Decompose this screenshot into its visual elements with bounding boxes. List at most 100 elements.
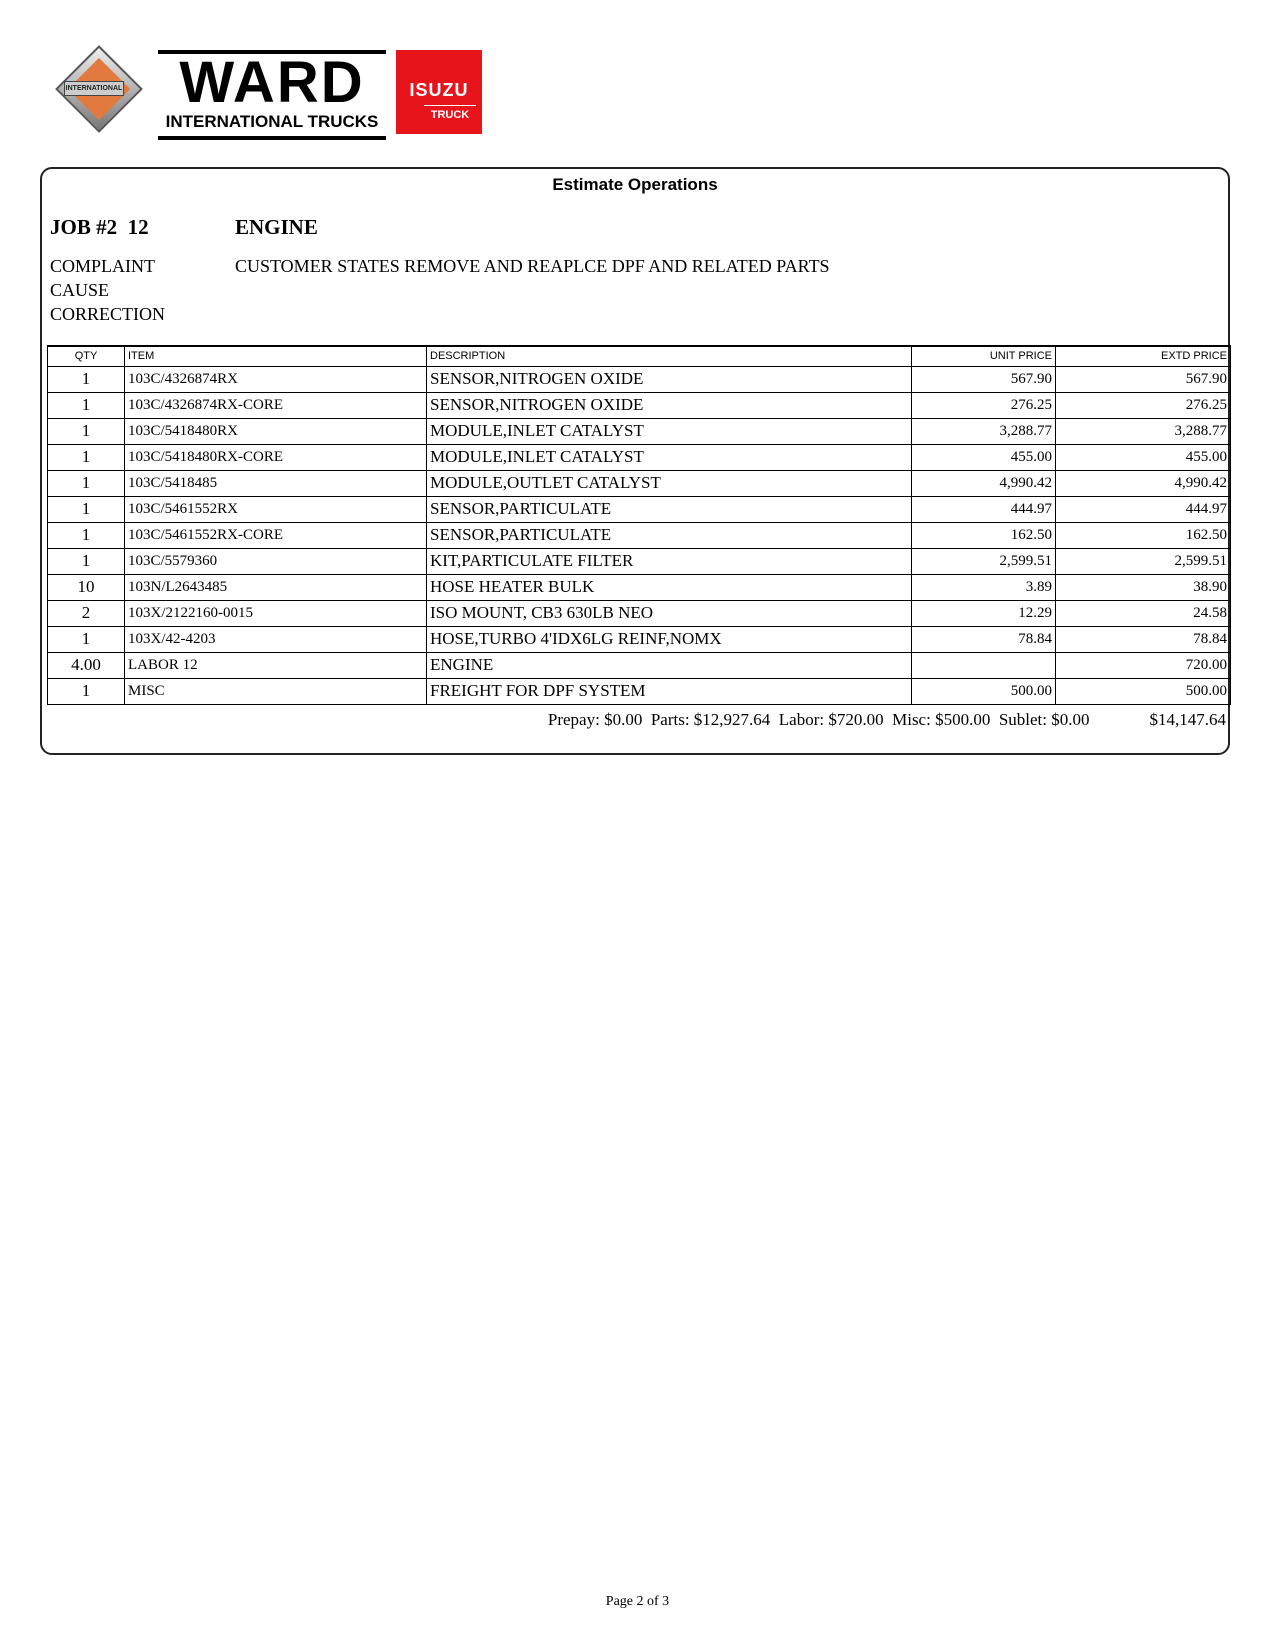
description-cell: MODULE,OUTLET CATALYST: [426, 469, 912, 497]
totals-summary: Prepay: $0.00 Parts: $12,927.64 Labor: $…: [547, 709, 1090, 729]
table-row: 10 103N/L2643485 HOSE HEATER BULK 3.89 38.90: [47, 573, 1231, 601]
description-cell: SENSOR,NITROGEN OXIDE: [426, 391, 912, 419]
qty-cell: 2: [47, 599, 125, 627]
table-row: 2 103X/2122160-0015 ISO MOUNT, CB3 630LB N…: [47, 599, 1231, 627]
international-label: INTERNATIONAL: [64, 81, 124, 96]
job-number: JOB #2 12: [50, 215, 149, 239]
extd-price-cell: 24.58: [1055, 599, 1231, 627]
qty-cell: 1: [47, 677, 125, 705]
col-unit-price: UNIT PRICE: [911, 345, 1056, 367]
description-cell: ENGINE: [426, 651, 912, 679]
qty-cell: 1: [47, 521, 125, 549]
item-cell: 103X/42-4203: [124, 625, 427, 653]
item-cell: 103C/4326874RX: [124, 365, 427, 393]
table-row: 1 103C/4326874RX-CORE SENSOR,NITROGEN OXID…: [47, 391, 1231, 419]
extd-price-cell: 276.25: [1055, 391, 1231, 419]
item-cell: 103C/5418480RX: [124, 417, 427, 445]
extd-price-cell: 567.90: [1055, 365, 1231, 393]
col-qty: QTY: [47, 345, 125, 367]
section-title: Estimate Operations: [552, 175, 718, 194]
table-row: 4.00 LABOR 12 ENGINE 720.00: [47, 651, 1231, 679]
unit-price-cell: 3,288.77: [911, 417, 1056, 445]
item-cell: 103C/4326874RX-CORE: [124, 391, 427, 419]
unit-price-cell: 455.00: [911, 443, 1056, 471]
table-row: 1 103C/5418480RX-CORE MODULE,INLET CATALYS…: [47, 443, 1231, 471]
unit-price-cell: 3.89: [911, 573, 1056, 601]
qty-cell: 1: [47, 417, 125, 445]
page-number: Page 2 of 3: [605, 1594, 670, 1609]
extd-price-cell: 78.84: [1055, 625, 1231, 653]
unit-price-cell: 12.29: [911, 599, 1056, 627]
ward-subtitle: INTERNATIONAL TRUCKS: [165, 112, 379, 131]
table-row: 1 103C/5418480RX MODULE,INLET CATALYST 3,28…: [47, 417, 1231, 445]
parts-section: QTY ITEM DESCRIPTION UNIT PRICE EXTD PRI…: [47, 345, 1231, 741]
totals-row: Prepay: $0.00 Parts: $12,927.64 Labor: $…: [47, 705, 1230, 741]
table-row: 1 103X/42-4203 HOSE,TURBO 4'IDX6LG REINF,N…: [47, 625, 1231, 653]
description-cell: SENSOR,PARTICULATE: [426, 495, 912, 523]
item-cell: 103C/5579360: [124, 547, 427, 575]
description-cell: SENSOR,PARTICULATE: [426, 521, 912, 549]
unit-price-cell: [911, 651, 1056, 679]
description-cell: MODULE,INLET CATALYST: [426, 443, 912, 471]
item-cell: 103C/5418480RX-CORE: [124, 443, 427, 471]
isuzu-text: ISUZU: [409, 80, 469, 100]
ward-text: WARD: [179, 50, 365, 115]
description-cell: HOSE,TURBO 4'IDX6LG REINF,NOMX: [426, 625, 912, 653]
job-name: ENGINE: [235, 215, 318, 239]
isuzu-truck-text: TRUCK: [424, 105, 476, 121]
table-row: 1 MISC FREIGHT FOR DPF SYSTEM 500.00 500.00: [47, 677, 1231, 705]
unit-price-cell: 567.90: [911, 365, 1056, 393]
cause-label: CAUSE: [50, 280, 110, 300]
extd-price-cell: 3,288.77: [1055, 417, 1231, 445]
table-header: QTY ITEM DESCRIPTION UNIT PRICE EXTD PRI…: [47, 345, 1231, 367]
description-cell: HOSE HEATER BULK: [426, 573, 912, 601]
item-cell: 103C/5418485: [124, 469, 427, 497]
extd-price-cell: 162.50: [1055, 521, 1231, 549]
qty-cell: 10: [47, 573, 125, 601]
extd-price-cell: 500.00: [1055, 677, 1231, 705]
complaint-label: COMPLAINT: [50, 256, 156, 276]
table-row: 1 103C/5579360 KIT,PARTICULATE FILTER 2,599…: [47, 547, 1231, 575]
table-row: 1 103C/5418485 MODULE,OUTLET CATALYST 4,990…: [47, 469, 1231, 497]
extd-price-cell: 4,990.42: [1055, 469, 1231, 497]
table-row: 1 103C/5461552RX-CORE SENSOR,PARTICULATE 16…: [47, 521, 1231, 549]
col-extd-price: EXTD PRICE: [1055, 345, 1231, 367]
isuzu-logo: ISUZU TRUCK: [396, 50, 482, 134]
extd-price-cell: 720.00: [1055, 651, 1231, 679]
col-item: ITEM: [124, 345, 427, 367]
unit-price-cell: 444.97: [911, 495, 1056, 523]
description-cell: MODULE,INLET CATALYST: [426, 417, 912, 445]
unit-price-cell: 2,599.51: [911, 547, 1056, 575]
extd-price-cell: 38.90: [1055, 573, 1231, 601]
table-row: 1 103C/4326874RX SENSOR,NITROGEN OXIDE 567.…: [47, 365, 1231, 393]
complaint-text: CUSTOMER STATES REMOVE AND REAPLCE DPF A…: [235, 256, 830, 276]
qty-cell: 1: [47, 443, 125, 471]
unit-price-cell: 4,990.42: [911, 469, 1056, 497]
dealer-logo: INTERNATIONAL WARD INTERNATIONAL TRUCKS …: [55, 45, 485, 140]
item-cell: LABOR 12: [124, 651, 427, 679]
estimate-operations-panel: Estimate Operations JOB #2 12 ENGINE COM…: [40, 167, 1231, 755]
item-cell: 103X/2122160-0015: [124, 599, 427, 627]
qty-cell: 1: [47, 391, 125, 419]
ward-logo: WARD INTERNATIONAL TRUCKS: [158, 50, 386, 140]
item-cell: 103N/L2643485: [124, 573, 427, 601]
correction-label: CORRECTION: [50, 304, 166, 324]
table-row: 1 103C/5461552RX SENSOR,PARTICULATE 444.97 4…: [47, 495, 1231, 523]
col-description: DESCRIPTION: [426, 345, 912, 367]
qty-cell: 1: [47, 547, 125, 575]
unit-price-cell: 162.50: [911, 521, 1056, 549]
qty-cell: 1: [47, 495, 125, 523]
description-cell: SENSOR,NITROGEN OXIDE: [426, 365, 912, 393]
extd-price-cell: 444.97: [1055, 495, 1231, 523]
qty-cell: 1: [47, 625, 125, 653]
unit-price-cell: 78.84: [911, 625, 1056, 653]
description-cell: KIT,PARTICULATE FILTER: [426, 547, 912, 575]
item-cell: 103C/5461552RX-CORE: [124, 521, 427, 549]
description-cell: FREIGHT FOR DPF SYSTEM: [426, 677, 912, 705]
qty-cell: 1: [47, 365, 125, 393]
item-cell: 103C/5461552RX: [124, 495, 427, 523]
extd-price-cell: 455.00: [1055, 443, 1231, 471]
qty-cell: 1: [47, 469, 125, 497]
qty-cell: 4.00: [47, 651, 125, 679]
